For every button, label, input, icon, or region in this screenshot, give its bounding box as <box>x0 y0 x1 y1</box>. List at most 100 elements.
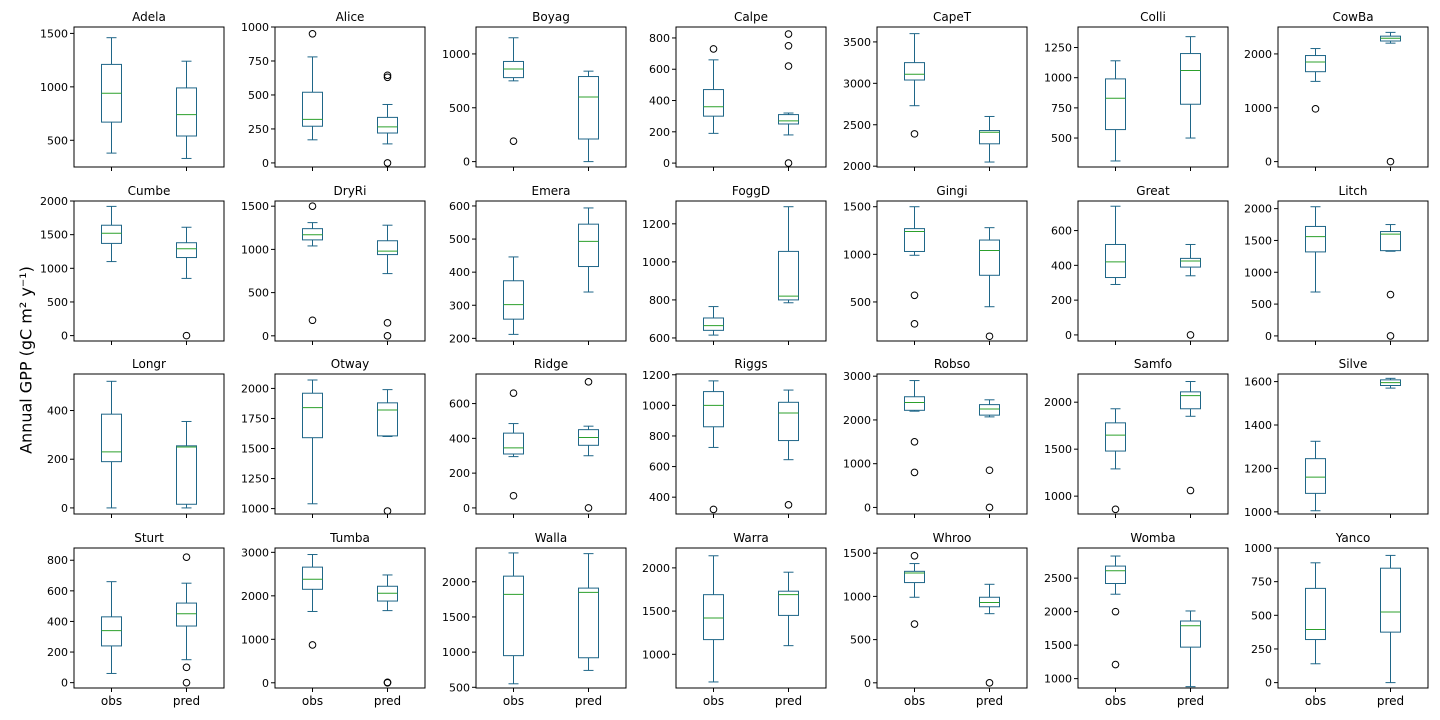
y-tick-label: 1000 <box>1044 673 1072 686</box>
y-tick-label: 1200 <box>642 218 670 231</box>
y-tick-label: 500 <box>1251 298 1272 311</box>
box-iqr <box>703 391 724 428</box>
panel-frame <box>876 547 1028 689</box>
y-tick-label: 500 <box>248 287 269 300</box>
panel-title: Longr <box>132 357 166 371</box>
box-iqr <box>904 228 925 252</box>
x-tick-label: pred <box>173 694 200 708</box>
outlier-point <box>985 466 994 475</box>
y-tick-label: 1000 <box>241 633 269 646</box>
outlier-point <box>709 45 718 53</box>
x-tick-label: obs <box>302 694 323 708</box>
panel-title: Alice <box>336 10 365 24</box>
outlier-point <box>784 41 793 50</box>
y-tick-label: 2000 <box>241 382 269 395</box>
panel-frame <box>73 26 225 168</box>
panel-title: Emera <box>532 184 571 198</box>
y-tick-label: 400 <box>1051 259 1072 272</box>
outlier-point <box>1386 290 1395 299</box>
y-tick-label: 1500 <box>241 443 269 456</box>
y-tick-label: 400 <box>449 432 470 445</box>
outlier-point <box>182 663 191 672</box>
y-tick-label: 500 <box>449 681 470 694</box>
y-tick-label: 0 <box>663 157 670 170</box>
box-iqr <box>1180 391 1201 410</box>
box-iqr <box>904 62 925 81</box>
outlier-point <box>1111 660 1120 669</box>
y-tick-label: 1000 <box>642 648 670 661</box>
y-tick-label: 200 <box>449 332 470 345</box>
outlier-point <box>784 159 793 167</box>
y-tick-label: 3000 <box>843 77 871 90</box>
panel-title: Samfo <box>1134 357 1172 371</box>
box-iqr <box>1380 567 1401 633</box>
y-tick-label: 800 <box>649 294 670 307</box>
outlier-point <box>1186 486 1195 495</box>
outlier-point <box>910 320 919 328</box>
panel-frame <box>876 373 1028 515</box>
y-tick-label: 200 <box>47 453 68 466</box>
box-iqr <box>904 396 925 411</box>
y-tick-label: 2000 <box>1244 48 1272 61</box>
box-iqr <box>703 594 724 641</box>
panel-frame <box>1277 200 1429 342</box>
x-tick-label: obs <box>503 694 524 708</box>
panel-frame <box>1077 373 1229 515</box>
box-iqr <box>904 570 925 584</box>
y-tick-label: 1500 <box>40 27 68 40</box>
panel-frame <box>876 200 1028 342</box>
box-iqr <box>503 280 524 320</box>
x-tick-label: pred <box>775 694 802 708</box>
x-tick-label: pred <box>374 694 401 708</box>
box-iqr <box>302 392 323 439</box>
y-tick-label: 0 <box>1265 330 1272 343</box>
y-tick-label: 0 <box>463 502 470 515</box>
y-tick-label: 0 <box>262 157 269 170</box>
outlier-point <box>985 503 994 512</box>
y-tick-label: 2000 <box>1044 606 1072 619</box>
box-iqr <box>377 240 398 256</box>
y-tick-label: 500 <box>850 296 871 309</box>
y-tick-label: 0 <box>262 330 269 343</box>
box-iqr <box>176 445 197 505</box>
outlier-point <box>383 332 392 340</box>
panel-title: Boyag <box>532 10 570 24</box>
y-tick-label: 1000 <box>442 646 470 659</box>
panel-frame <box>73 373 225 515</box>
outlier-point <box>1111 505 1120 514</box>
y-tick-label: 0 <box>864 501 871 514</box>
outlier-point <box>584 504 593 512</box>
panel-frame <box>1077 26 1229 168</box>
y-tick-label: 0 <box>463 156 470 169</box>
outlier-point <box>910 130 919 138</box>
y-tick-label: 1250 <box>241 473 269 486</box>
y-tick-label: 400 <box>47 615 68 628</box>
y-tick-label: 2000 <box>843 414 871 427</box>
y-tick-label: 3000 <box>843 370 871 383</box>
y-tick-label: 2000 <box>40 195 68 208</box>
box-iqr <box>176 242 197 259</box>
y-tick-label: 500 <box>850 634 871 647</box>
x-tick-label: obs <box>904 694 925 708</box>
box-iqr <box>302 91 323 127</box>
y-tick-label: 1500 <box>1044 443 1072 456</box>
outlier-point <box>383 71 392 80</box>
y-tick-label: 0 <box>61 502 68 515</box>
outlier-point <box>182 553 191 561</box>
y-tick-label: 1200 <box>642 369 670 382</box>
box-iqr <box>703 317 724 331</box>
panel-frame <box>675 26 827 168</box>
x-tick-label: obs <box>1105 694 1126 708</box>
box-iqr <box>979 404 1000 416</box>
y-tick-label: 600 <box>1051 225 1072 238</box>
y-tick-label: 2000 <box>442 576 470 589</box>
panel-frame <box>475 373 627 515</box>
box-iqr <box>503 432 524 455</box>
y-tick-label: 2000 <box>1044 396 1072 409</box>
box-iqr <box>778 114 799 125</box>
panel-title: Sturt <box>134 531 164 545</box>
panel-title: Silve <box>1339 357 1368 371</box>
box-iqr <box>1305 458 1326 494</box>
box-iqr <box>778 250 799 301</box>
